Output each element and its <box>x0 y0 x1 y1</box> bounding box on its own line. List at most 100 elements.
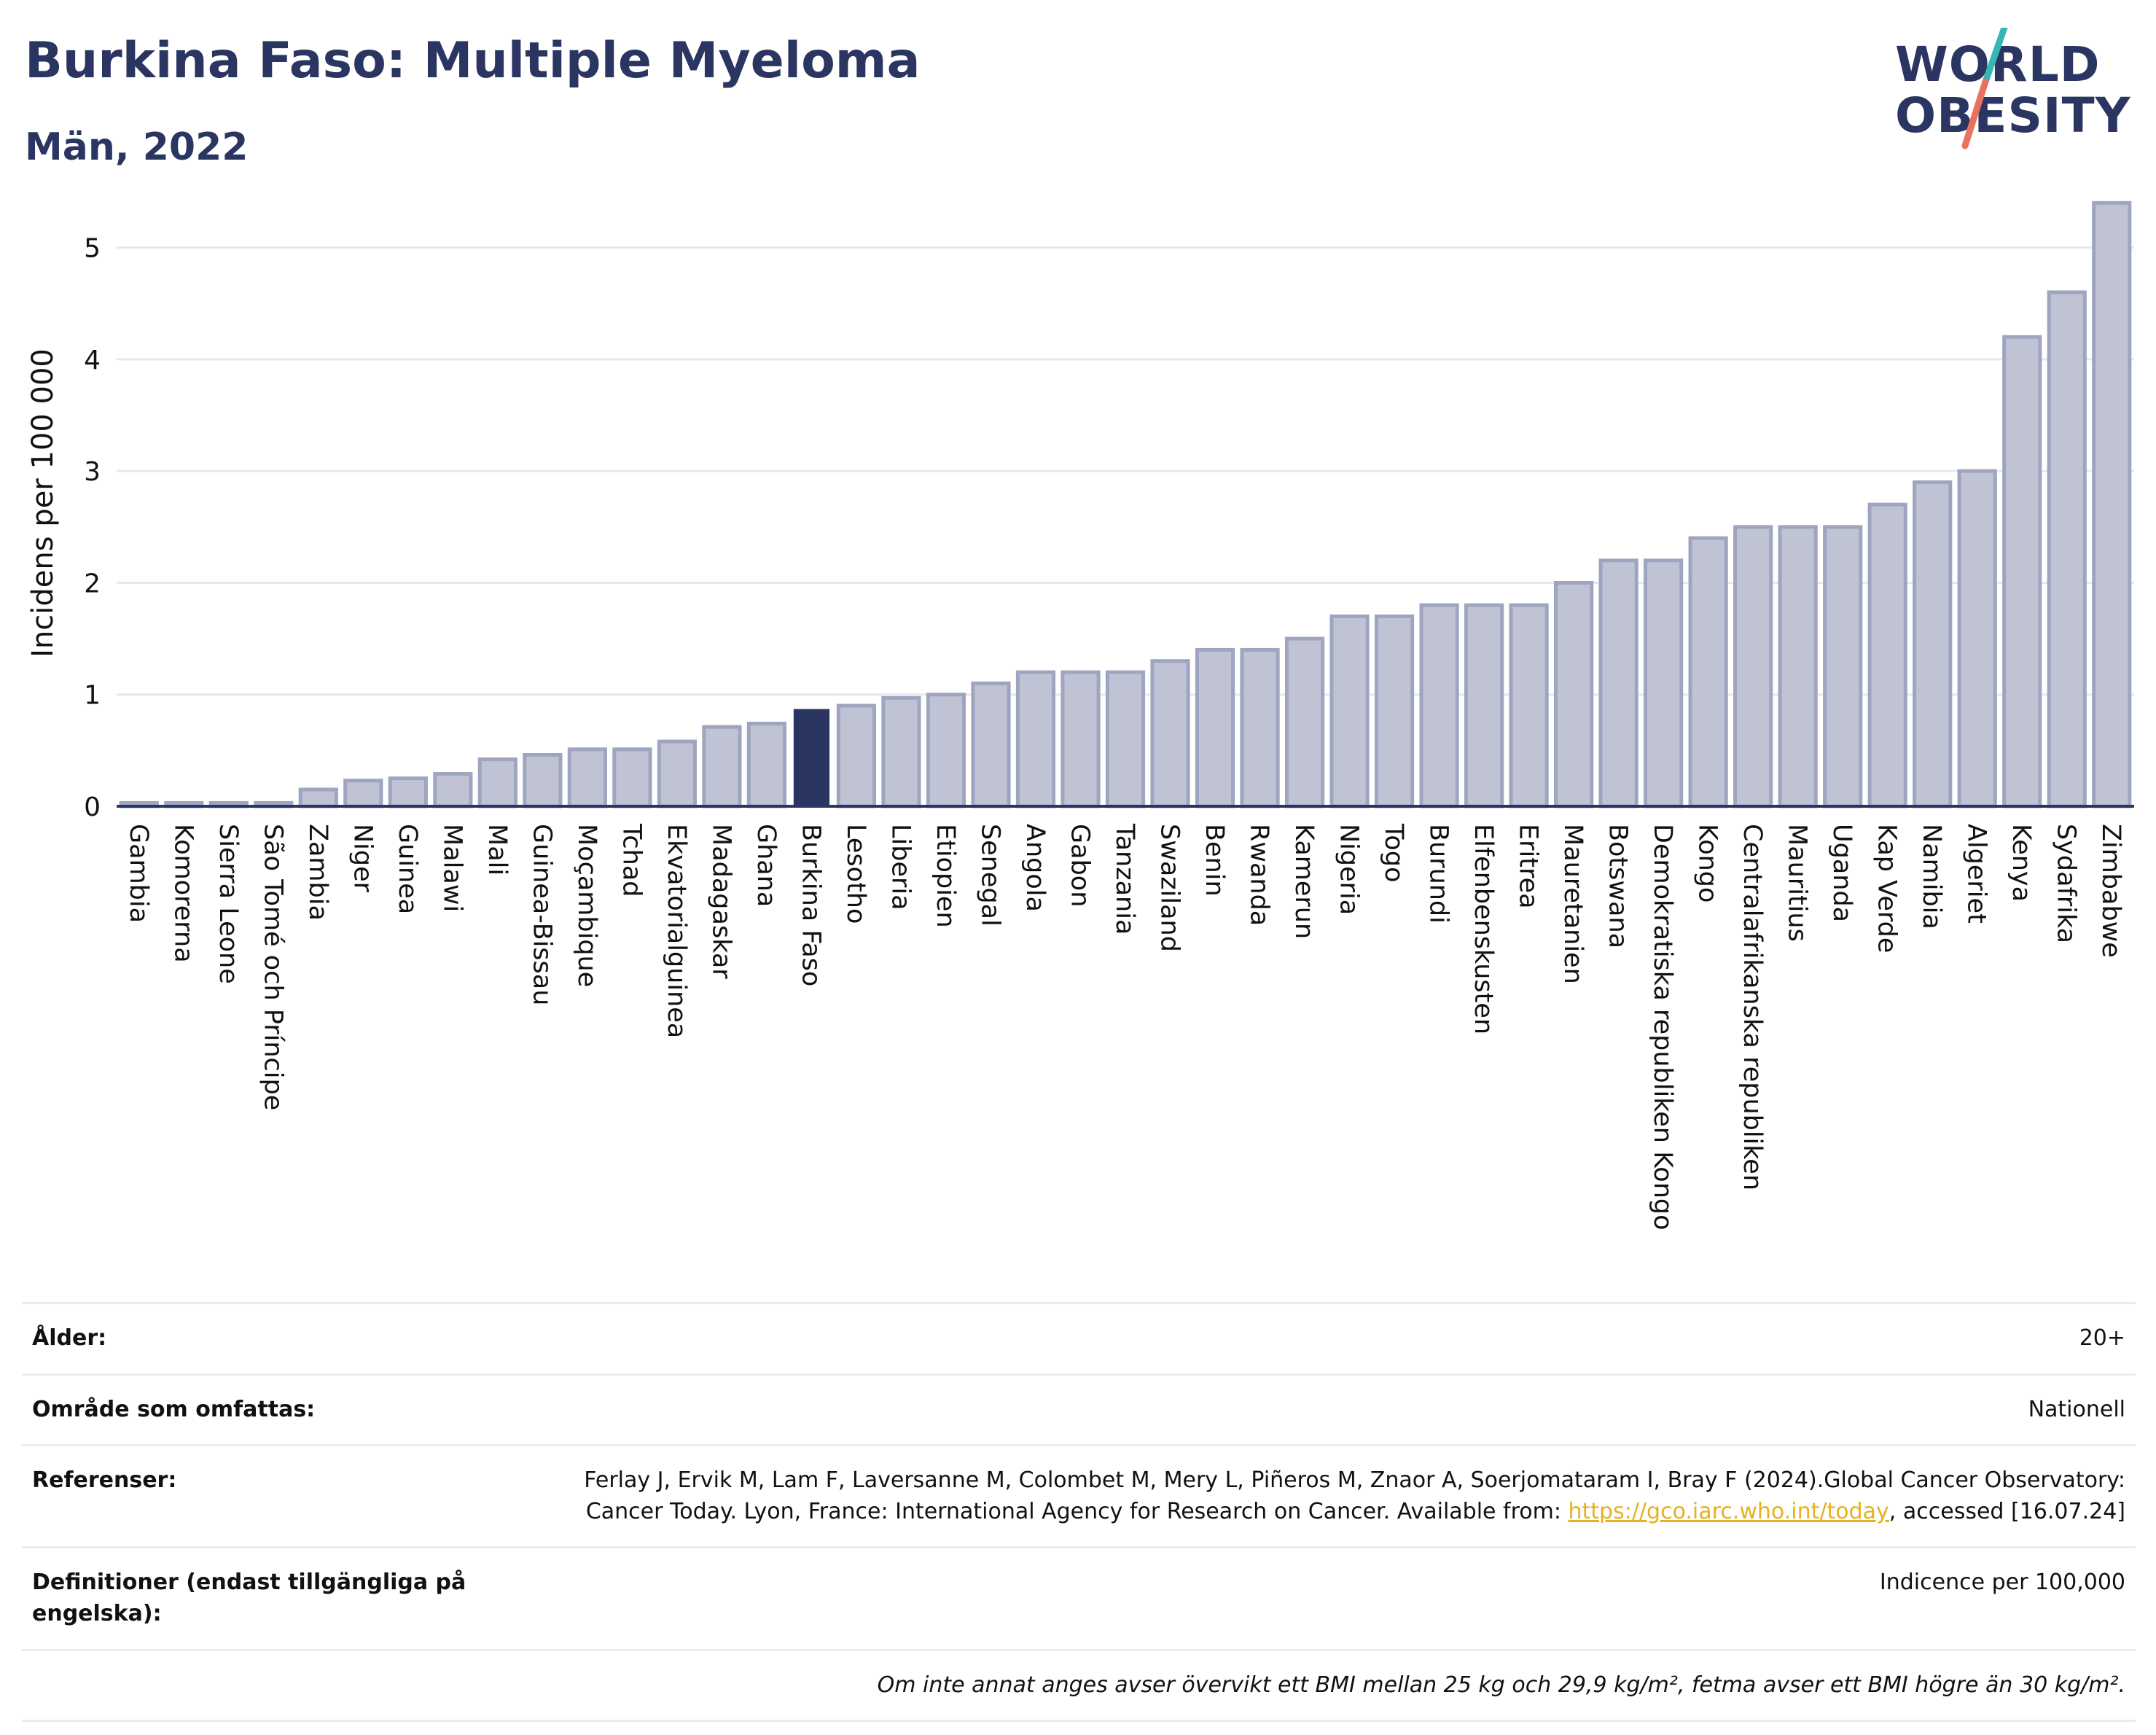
bar <box>1240 647 1280 808</box>
y-tick-label: 1 <box>84 681 101 711</box>
x-tick-label: Benin <box>1200 824 1229 897</box>
bar <box>567 747 607 808</box>
bar <box>1061 670 1101 808</box>
bar <box>2002 335 2042 808</box>
x-tick-label: Etiopien <box>931 824 960 928</box>
x-tick-label: Madagaskar <box>706 824 735 979</box>
x-tick-label: Nigeria <box>1335 824 1364 915</box>
area-label: Område som omfattas: <box>22 1373 494 1446</box>
bar <box>433 772 473 808</box>
bar <box>1284 636 1325 808</box>
x-tick-label: Burundi <box>1424 824 1453 924</box>
references-accessed: , accessed [16.07.24] <box>1889 1498 2125 1524</box>
bar <box>1867 502 1907 808</box>
bar <box>1688 536 1728 808</box>
info-row-note: Om inte annat anges avser övervikt ett B… <box>22 1648 2136 1723</box>
references-label: Referenser: <box>22 1444 494 1548</box>
x-tick-label: Moçambique <box>572 824 601 987</box>
x-tick-label: Mauretanien <box>1558 824 1587 984</box>
x-tick-label: Malawi <box>437 824 466 912</box>
references-value: Ferlay J, Ervik M, Lam F, Laversanne M, … <box>494 1444 2136 1548</box>
x-tick-label: Mauritius <box>1783 824 1812 942</box>
bar <box>1823 525 1863 808</box>
bar <box>1464 603 1504 808</box>
x-tick-label: Kap Verde <box>1872 824 1902 953</box>
x-tick-label: Botswana <box>1604 824 1633 948</box>
x-tick-label: Komorerna <box>168 824 198 963</box>
x-tick-label: Demokratiska republiken Kongo <box>1648 824 1677 1231</box>
x-tick-label: Mali <box>483 824 512 876</box>
bar <box>1957 469 1997 808</box>
logo-text-obesity: OBESITY <box>1895 87 2131 144</box>
bar-highlight <box>793 709 830 806</box>
labels: 0 1 2 3 4 5 Gambia Komorerna Sierra Leone São Tom… <box>26 234 2125 1231</box>
x-tick-label: Algeriet <box>1962 824 1991 924</box>
x-tick-label: Elfenbenskusten <box>1469 824 1498 1034</box>
x-tick-label: Sierra Leone <box>214 824 243 984</box>
bar <box>657 739 697 808</box>
x-tick-label: Tanzania <box>1110 823 1139 935</box>
info-row-definitions: Definitioner (endast tillgängliga på eng… <box>22 1546 2136 1650</box>
bar <box>2092 200 2132 808</box>
x-tick-label: Ghana <box>751 824 781 907</box>
x-tick-label: Namibia <box>1917 824 1946 929</box>
chart-title: Burkina Faso: Multiple Myeloma <box>25 32 921 90</box>
x-tick-label: Uganda <box>1827 824 1856 922</box>
x-tick-label: Togo <box>1379 823 1408 882</box>
x-tick-label: Rwanda <box>1245 824 1274 926</box>
bar <box>523 752 563 808</box>
bmi-note: Om inte annat anges avser övervikt ett B… <box>494 1648 2136 1723</box>
x-tick-label: Sydafrika <box>2052 824 2081 943</box>
bar <box>1419 603 1459 808</box>
x-tick-label: Liberia <box>886 824 915 911</box>
definitions-value: Indicence per 100,000 <box>494 1546 2136 1650</box>
bars <box>119 200 2132 808</box>
definitions-label: Definitioner (endast tillgängliga på eng… <box>22 1546 494 1650</box>
bar <box>388 776 428 808</box>
x-tick-label: Lesotho <box>841 824 870 924</box>
x-tick-label: Kenya <box>2007 824 2036 902</box>
y-tick-label: 5 <box>84 234 101 264</box>
info-row-references: Referenser: Ferlay J, Ervik M, Lam F, La… <box>22 1444 2136 1548</box>
y-tick-label: 3 <box>84 457 101 487</box>
bar <box>702 725 742 808</box>
bar <box>1733 525 1773 808</box>
x-tick-label: Angola <box>1020 824 1050 912</box>
references-text: Ferlay J, Ervik M, Lam F, Laversanne M, … <box>584 1467 2125 1524</box>
info-row-area: Område som omfattas: Nationell <box>22 1373 2136 1446</box>
x-tick-label: Kongo <box>1693 824 1722 902</box>
bar <box>1150 659 1190 808</box>
x-tick-label: Eritrea <box>1514 824 1543 909</box>
age-value: 20+ <box>494 1302 2136 1375</box>
x-tick-label: Niger <box>348 824 377 893</box>
bar <box>298 787 338 808</box>
bar <box>477 757 517 808</box>
logo-slash-icon <box>1961 28 2008 149</box>
bar-chart: 0 1 2 3 4 5 Gambia Komorerna Sierra Leone São Tom… <box>26 200 2134 1231</box>
references-link[interactable]: https://gco.iarc.who.int/today <box>1568 1498 1889 1524</box>
bar <box>746 722 787 808</box>
bar <box>1015 670 1056 808</box>
bar <box>836 703 877 808</box>
x-tick-label: Ekvatorialguinea <box>662 824 691 1038</box>
x-tick-label: Tchad <box>617 823 646 897</box>
bar <box>1644 558 1684 808</box>
bar <box>1509 603 1549 808</box>
y-tick-label: 4 <box>84 346 101 375</box>
x-tick-label: Kamerun <box>1289 824 1319 939</box>
bar <box>1778 525 1818 808</box>
x-tick-label: Gambia <box>124 824 153 923</box>
note-spacer <box>22 1648 494 1723</box>
bar <box>926 693 966 808</box>
y-axis-title: Incidens per 100 000 <box>26 348 60 658</box>
x-tick-label: São Tomé och Príncipe <box>258 824 287 1110</box>
bar <box>1554 580 1594 808</box>
x-tick-label: Senegal <box>975 824 1004 927</box>
x-tick-label: Gabon <box>1065 824 1094 907</box>
x-tick-label: Guinea-Bissau <box>527 824 556 1005</box>
x-tick-label: Zimbabwe <box>2096 824 2125 958</box>
bar <box>612 747 652 808</box>
bar <box>1913 480 1953 808</box>
info-row-age: Ålder: 20+ <box>22 1302 2136 1375</box>
area-value: Nationell <box>494 1373 2136 1446</box>
